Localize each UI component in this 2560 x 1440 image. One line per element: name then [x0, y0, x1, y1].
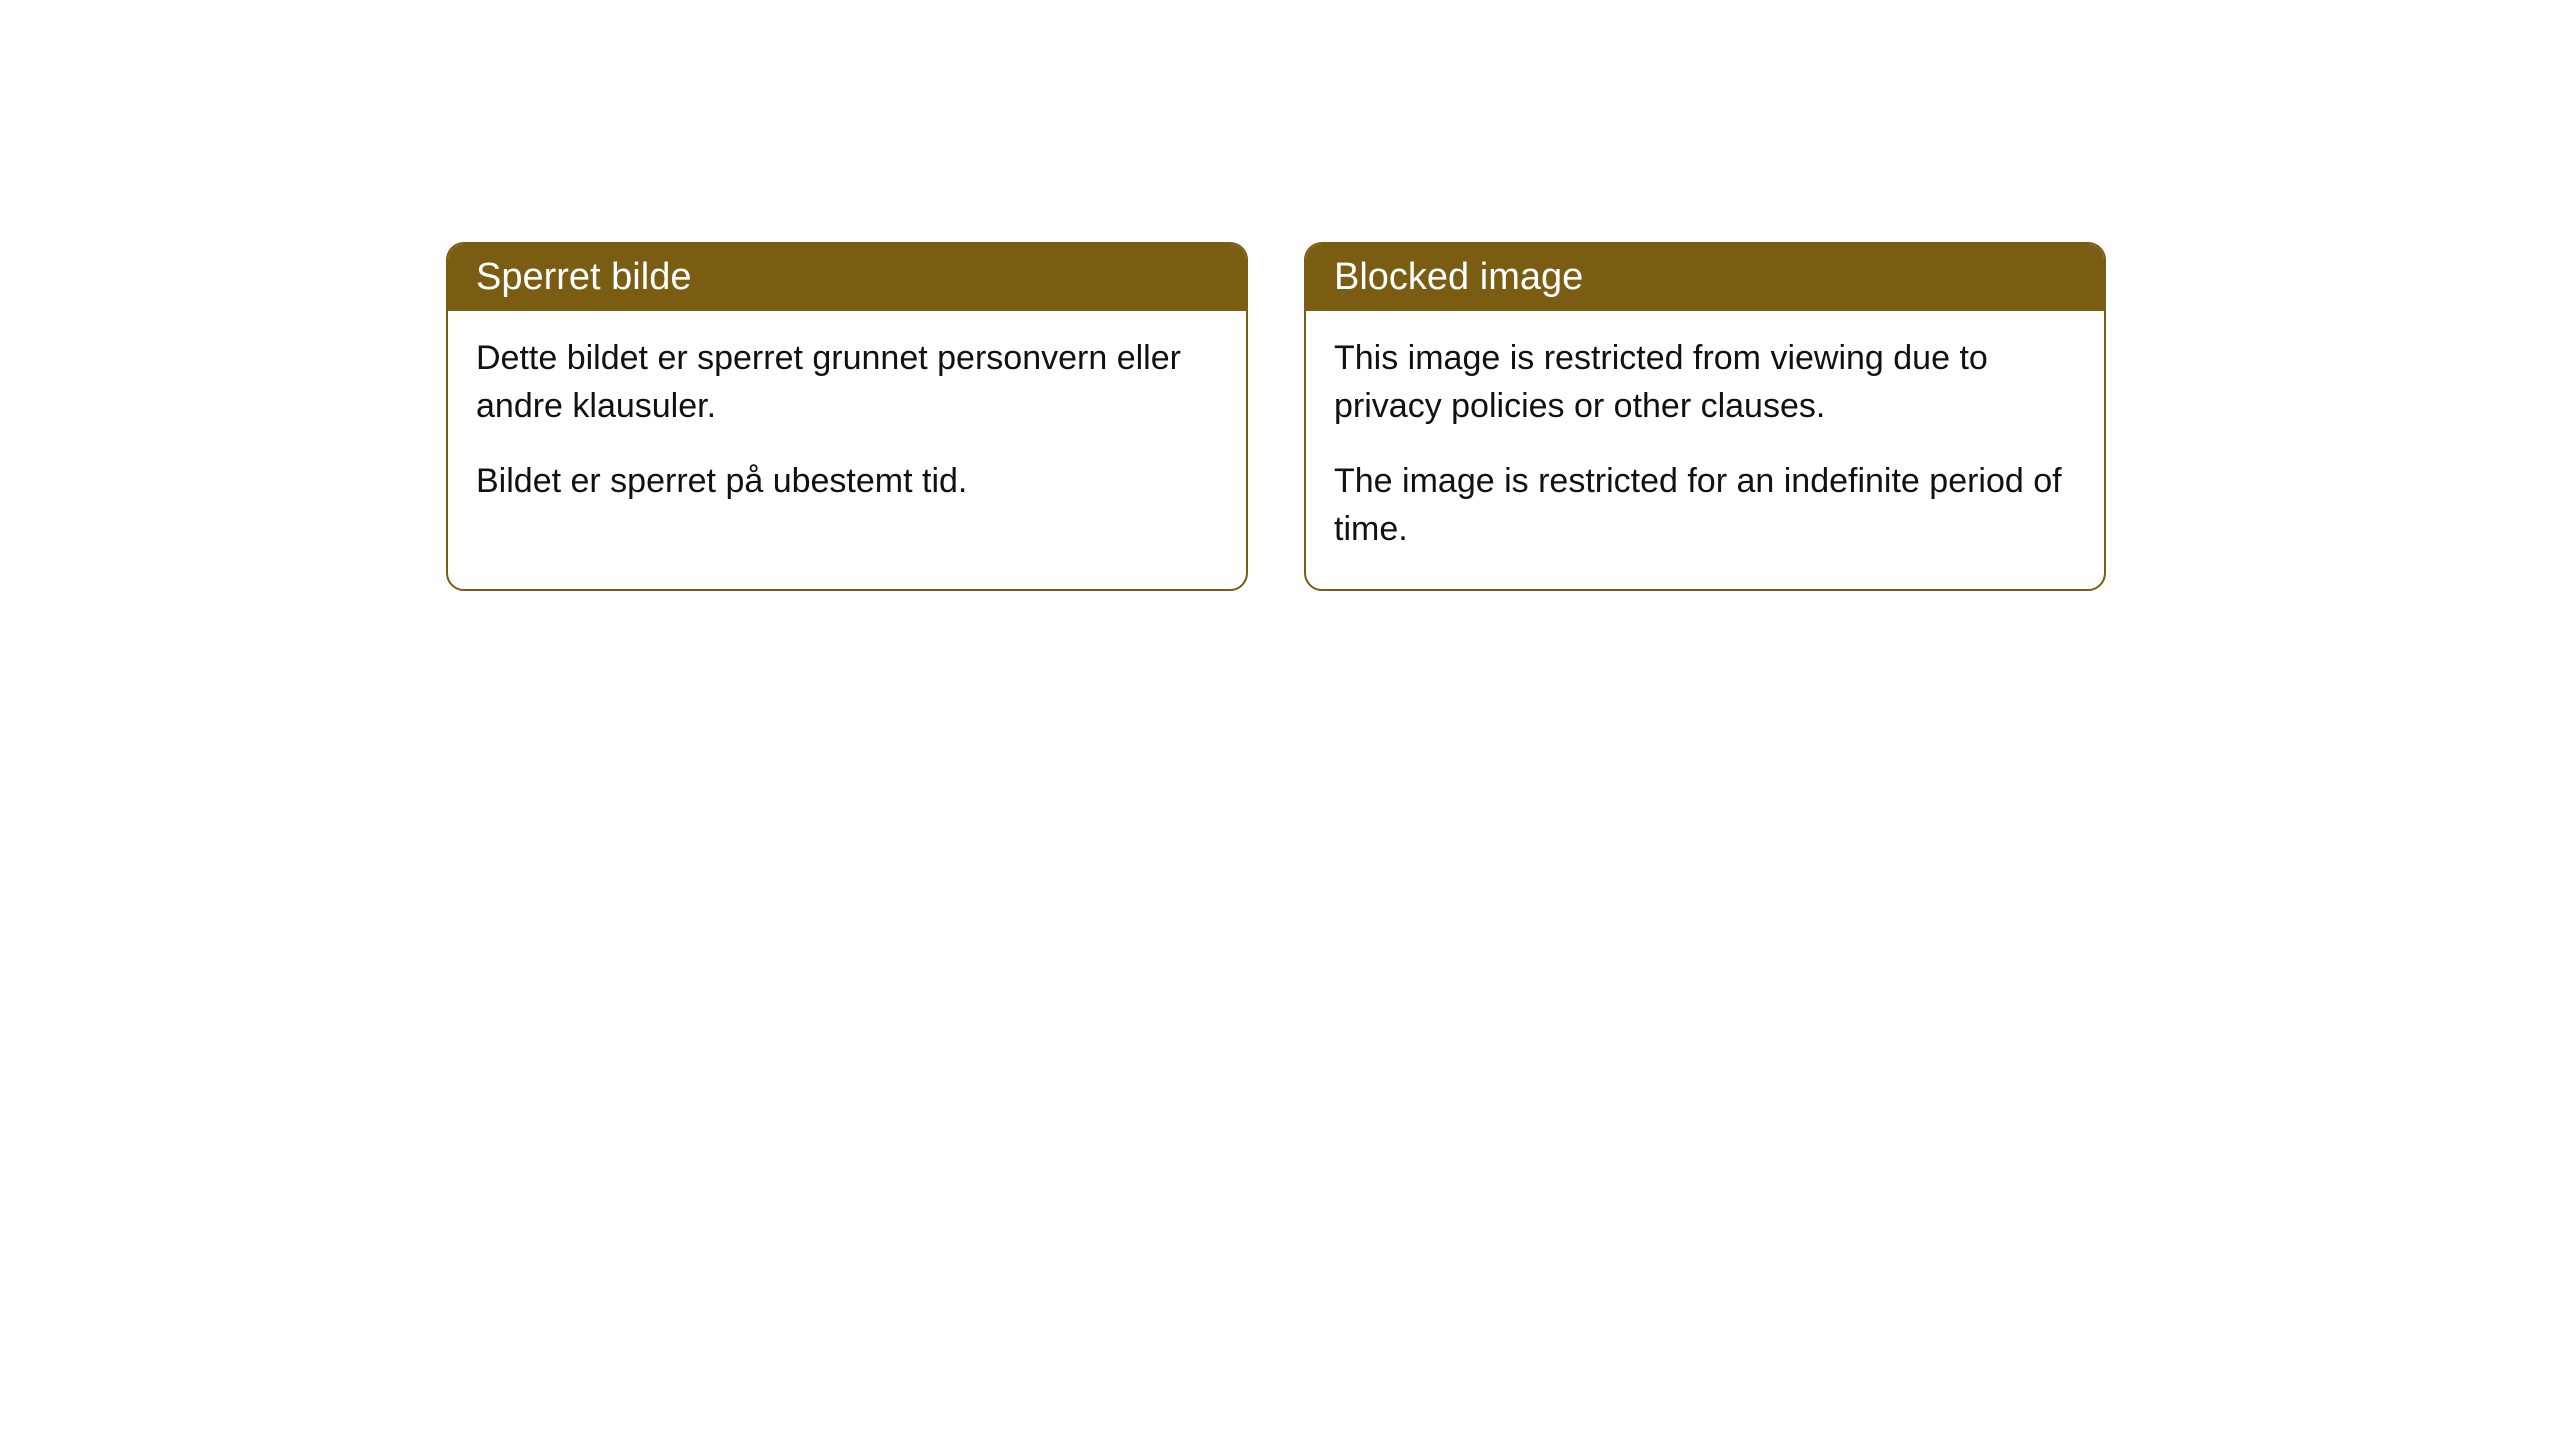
card-title: Sperret bilde [476, 256, 691, 298]
card-title: Blocked image [1334, 256, 1583, 298]
card-paragraph: Dette bildet er sperret grunnet personve… [476, 335, 1218, 430]
card-header: Blocked image [1306, 244, 2104, 311]
card-paragraph: Bildet er sperret på ubestemt tid. [476, 458, 1218, 506]
card-body: This image is restricted from viewing du… [1306, 311, 2104, 589]
card-header: Sperret bilde [448, 244, 1246, 311]
card-paragraph: The image is restricted for an indefinit… [1334, 458, 2076, 553]
card-body: Dette bildet er sperret grunnet personve… [448, 311, 1246, 542]
blocked-image-card-english: Blocked image This image is restricted f… [1304, 242, 2106, 591]
blocked-image-card-norwegian: Sperret bilde Dette bildet er sperret gr… [446, 242, 1248, 591]
notice-cards-container: Sperret bilde Dette bildet er sperret gr… [446, 242, 2106, 591]
card-paragraph: This image is restricted from viewing du… [1334, 335, 2076, 430]
